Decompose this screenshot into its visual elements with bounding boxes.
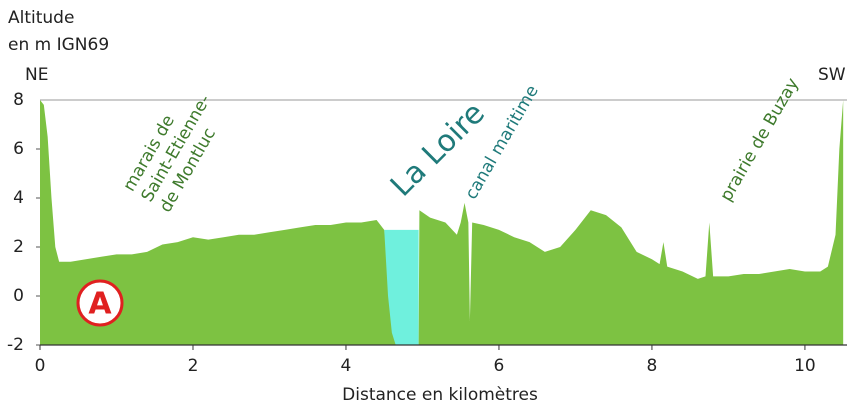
annotation: prairie de Buzay	[716, 75, 803, 205]
badge: A	[88, 287, 112, 322]
badge-circle	[76, 279, 124, 327]
x-tick-label: 2	[188, 356, 199, 376]
x-tick-label: 8	[647, 356, 658, 376]
area	[384, 229, 419, 345]
y-tick-label: 4	[13, 188, 24, 208]
x-tick-label: 4	[341, 356, 352, 376]
area	[40, 100, 844, 345]
end-label: NE	[25, 65, 48, 85]
x-tick-label: 0	[35, 356, 46, 376]
end-label: SW	[818, 65, 846, 85]
x-axis-label: Distance en kilomètres	[342, 385, 538, 405]
y-tick-label: 6	[13, 139, 24, 159]
y-tick-label: 0	[13, 286, 24, 306]
y-tick-label: -2	[7, 335, 24, 355]
y-tick-label: 2	[13, 237, 24, 257]
y-axis-label: Altitude	[8, 8, 74, 28]
x-tick-label: 6	[494, 356, 505, 376]
y-tick-label: 8	[13, 90, 24, 110]
x-tick-label: 10	[794, 356, 816, 376]
y-axis-label: en m IGN69	[8, 35, 109, 55]
